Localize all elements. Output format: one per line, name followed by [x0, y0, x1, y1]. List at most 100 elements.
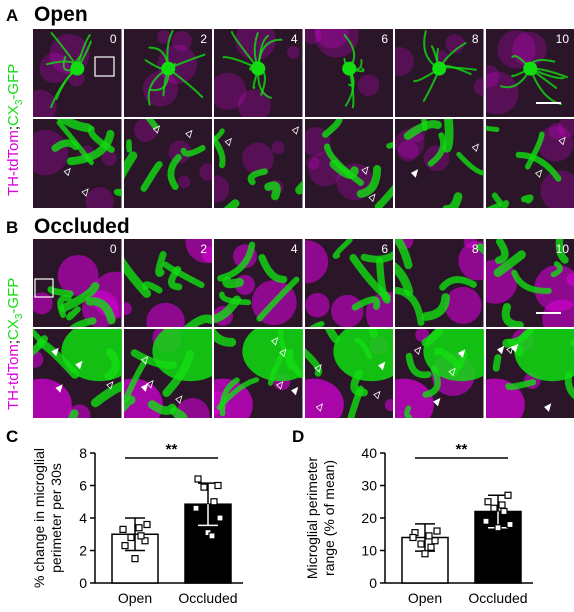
- rowB1-tile: 6: [304, 239, 393, 327]
- chart-c: 0 2 4 6 8 % change in microglial perimeter per…: [0, 425, 285, 612]
- timepoint-label: 10: [555, 242, 569, 256]
- micrograph-image: [214, 29, 303, 117]
- timepoint-label: 8: [471, 242, 479, 256]
- rowB1-tile: 2: [123, 239, 212, 327]
- micrograph-image: [33, 239, 122, 327]
- side-label-a: TH-tdTom;CX3-GFP: [5, 63, 25, 196]
- y-tick-label: 2: [79, 543, 87, 559]
- rowA1-tile: 2: [123, 29, 212, 117]
- y-tick-label: 10: [361, 543, 377, 559]
- data-point: [425, 532, 433, 540]
- rowA2-tile: [395, 119, 484, 208]
- data-point: [433, 527, 441, 535]
- micrograph-image: [304, 29, 393, 117]
- rowB1-tile: 0: [33, 239, 122, 327]
- rowB2-tile: [33, 329, 122, 418]
- rowA2-tile: [304, 119, 393, 208]
- micrograph-image: [214, 239, 303, 327]
- timepoint-label: 2: [200, 32, 207, 46]
- data-point: [482, 517, 490, 525]
- y-tick-label: 20: [361, 510, 377, 526]
- timepoint-label: 2: [200, 242, 207, 256]
- data-point: [431, 537, 439, 545]
- data-point: [504, 491, 512, 499]
- micrograph-image: [123, 119, 212, 208]
- panel-letter-d: D: [292, 427, 305, 446]
- panel-letter-c: C: [6, 427, 19, 446]
- rowA1-tile: 6: [304, 29, 393, 117]
- data-point: [194, 475, 202, 483]
- data-point: [494, 524, 502, 532]
- data-point: [141, 537, 149, 545]
- micrograph-image: [304, 119, 393, 208]
- micrograph-image: [485, 329, 574, 418]
- data-point: [421, 550, 429, 558]
- timepoint-label: 4: [290, 32, 298, 46]
- data-point: [137, 532, 145, 540]
- micrograph-image: [33, 329, 122, 418]
- panel-title-open: Open: [34, 3, 88, 26]
- y-tick-label: 0: [369, 575, 377, 591]
- data-point: [135, 524, 143, 532]
- rowB1-tile: 10: [485, 239, 574, 327]
- micrograph-image: [395, 329, 484, 418]
- data-point: [490, 504, 498, 512]
- data-point: [208, 532, 216, 540]
- data-point: [200, 483, 208, 491]
- data-point: [127, 533, 135, 542]
- panel-title-occluded: Occluded: [34, 215, 130, 238]
- chart-d: 0 10 20 30 40 Microglial perimeter range (% of…: [287, 425, 574, 612]
- y-tick-label: 0: [79, 575, 87, 591]
- data-point: [210, 498, 218, 506]
- rowB2-tile: [485, 329, 574, 418]
- rowA1-tile: 10: [485, 29, 574, 117]
- rowA2-tile: [214, 119, 303, 208]
- micrograph-image: [304, 329, 393, 418]
- rowA2-tile: [485, 119, 574, 208]
- panel-letter-b: B: [6, 218, 19, 237]
- timepoint-label: 8: [471, 32, 479, 46]
- timepoint-label: 6: [381, 242, 388, 256]
- micrograph-image: [123, 329, 212, 418]
- side-label-b: TH-tdTom;CX3-GFP: [5, 277, 25, 410]
- category-label: Open: [118, 590, 152, 606]
- data-point: [119, 525, 127, 533]
- data-point: [506, 520, 514, 529]
- y-axis-label: perimeter per 30s: [48, 463, 64, 573]
- timepoint-label: 4: [290, 242, 298, 256]
- y-tick-label: 6: [79, 478, 87, 494]
- rowB2-tile: [214, 329, 303, 418]
- significance-label: **: [456, 441, 468, 458]
- y-axis-label: Microglial perimeter: [304, 457, 320, 579]
- micrograph-image: [123, 29, 212, 117]
- data-point: [192, 504, 200, 512]
- data-point: [484, 498, 492, 506]
- data-point: [131, 555, 139, 563]
- panel-letter-a: A: [6, 6, 19, 25]
- rowA2-tile: [33, 119, 122, 208]
- data-point: [500, 507, 508, 516]
- data-point: [409, 533, 417, 542]
- timepoint-label: 0: [109, 32, 117, 46]
- rowB2-tile: [304, 329, 393, 418]
- micrograph-image: [304, 239, 393, 327]
- micrograph-image: [395, 239, 484, 327]
- rowA1-tile: 0: [33, 29, 122, 117]
- micrograph-image: [395, 119, 484, 208]
- y-tick-label: 30: [361, 478, 377, 494]
- micrograph-image: [214, 329, 303, 418]
- rowA1-tile: 4: [214, 29, 303, 117]
- micrograph-image: [123, 239, 212, 327]
- timepoint-label: 10: [555, 32, 569, 46]
- data-point: [427, 543, 435, 551]
- significance-label: **: [166, 441, 178, 458]
- y-tick-label: 8: [79, 445, 87, 461]
- data-point: [143, 520, 151, 529]
- micrograph-image: [485, 29, 574, 117]
- rowA2-tile: [123, 119, 212, 208]
- category-label: Occluded: [178, 590, 237, 606]
- data-point: [417, 540, 425, 548]
- rowB2-tile: [123, 329, 212, 418]
- y-tick-label: 4: [79, 510, 87, 526]
- micrograph-image: [214, 119, 303, 208]
